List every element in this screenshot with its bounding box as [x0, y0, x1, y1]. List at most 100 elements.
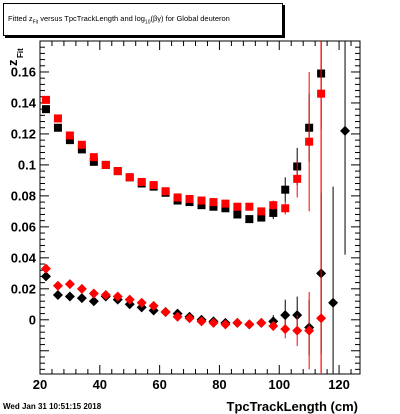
data-point-diamond [88, 288, 99, 299]
y-axis-label: z [5, 59, 20, 66]
data-point-square [149, 181, 158, 190]
x-tick-label: 100 [268, 377, 290, 392]
axes: 20 40 60 80 100 120 0 0.02 0.04 0.06 0.08 0.1 0.12 0.… [11, 40, 360, 392]
data-point-square [281, 185, 290, 194]
data-point-diamond [76, 283, 87, 294]
data-point-diamond [40, 263, 51, 274]
y-tick-label: 0.06 [11, 219, 36, 234]
data-point-diamond [76, 293, 87, 304]
data-point-square [77, 145, 86, 154]
title-prefix: Fitted [8, 14, 27, 23]
data-point-diamond [304, 325, 315, 336]
data-point-square [245, 215, 254, 224]
plot-frame [39, 40, 361, 375]
data-point-diamond [40, 271, 51, 282]
data-point-diamond [124, 294, 135, 305]
data-point-square [269, 208, 278, 217]
title-arg: (βγ) [150, 14, 164, 23]
data-point-diamond [280, 310, 291, 321]
data-point-diamond [316, 313, 327, 324]
data-point-square [77, 140, 86, 149]
x-tick-label: 40 [93, 377, 107, 392]
data-point-diamond [196, 316, 207, 327]
data-point-square [53, 123, 62, 132]
y-tick-label: 0.1 [18, 157, 36, 172]
data-point-diamond [184, 313, 195, 324]
data-point-square [161, 187, 170, 196]
y-tick-label: 0.14 [11, 95, 37, 110]
data-point-diamond [268, 320, 279, 331]
data-point-square [221, 204, 230, 213]
y-tick-label: 0.04 [11, 250, 37, 265]
x-tick-label: 20 [33, 377, 47, 392]
data-point-square [197, 201, 206, 210]
data-point-diamond [64, 279, 75, 290]
data-point-diamond [256, 317, 267, 328]
data-point-diamond [88, 296, 99, 307]
data-point-square [209, 198, 218, 207]
title-mid: versus TpcTrackLength and log [40, 14, 145, 23]
data-point-square [89, 153, 98, 162]
data-point-square [305, 137, 314, 146]
data-point-square [293, 174, 302, 183]
data-point-square [245, 202, 254, 211]
y-tick-label: 0.02 [11, 281, 36, 296]
data-point-diamond [172, 311, 183, 322]
data-point-square [209, 202, 218, 211]
data-point-diamond [220, 319, 231, 330]
data-point-diamond [208, 317, 219, 328]
x-tick-label: 60 [152, 377, 166, 392]
data-point-diamond [328, 297, 339, 308]
data-point-square [89, 157, 98, 166]
data-point-diamond [52, 290, 63, 301]
x-tick-label: 80 [212, 377, 226, 392]
data-point-square [257, 213, 266, 222]
data-marks [40, 41, 351, 374]
y-axis-label-sub: Fit [16, 48, 25, 58]
data-point-square [41, 95, 50, 104]
title-suffix: for Global deuteron [165, 14, 230, 23]
timestamp: Wed Jan 31 10:51:15 2018 [3, 402, 102, 411]
data-point-square [233, 210, 242, 219]
y-tick-label: 0 [29, 312, 36, 327]
data-point-diamond [100, 290, 111, 301]
data-point-square [113, 167, 122, 176]
title-z: z [28, 14, 33, 23]
data-point-square [257, 207, 266, 216]
data-point-diamond [232, 317, 243, 328]
data-point-square [221, 199, 230, 208]
data-point-square [125, 173, 134, 182]
data-point-square [65, 136, 74, 145]
title-z-sub: Fit [32, 19, 39, 26]
data-point-diamond [148, 300, 159, 311]
title-box: Fitted zFit versus TpcTrackLength and lo… [3, 3, 283, 36]
data-point-square [41, 105, 50, 114]
data-point-diamond [340, 125, 351, 136]
data-point-diamond [280, 324, 291, 335]
data-point-diamond [64, 291, 75, 302]
data-point-square [137, 177, 146, 186]
x-tick-label: 120 [328, 377, 350, 392]
y-tick-label: 0.16 [11, 64, 36, 79]
data-point-square [197, 196, 206, 205]
x-axis-label: TpcTrackLength (cm) [227, 399, 358, 414]
data-point-square [185, 194, 194, 203]
data-point-diamond [136, 297, 147, 308]
y-tick-label: 0.12 [11, 126, 36, 141]
data-point-diamond [244, 319, 255, 330]
data-point-square [281, 204, 290, 213]
data-point-square [53, 114, 62, 123]
chart-title: Fitted zFit versus TpcTrackLength and lo… [8, 14, 230, 26]
title-log-sub: 10 [144, 19, 151, 26]
y-tick-label: 0.08 [11, 188, 36, 203]
data-point-square [173, 193, 182, 202]
data-point-square [101, 160, 110, 169]
data-point-square [233, 202, 242, 211]
data-point-diamond [292, 325, 303, 336]
data-point-diamond [52, 280, 63, 291]
data-point-diamond [112, 291, 123, 302]
data-point-square [269, 201, 278, 210]
data-point-square [65, 131, 74, 140]
data-point-diamond [160, 307, 171, 318]
